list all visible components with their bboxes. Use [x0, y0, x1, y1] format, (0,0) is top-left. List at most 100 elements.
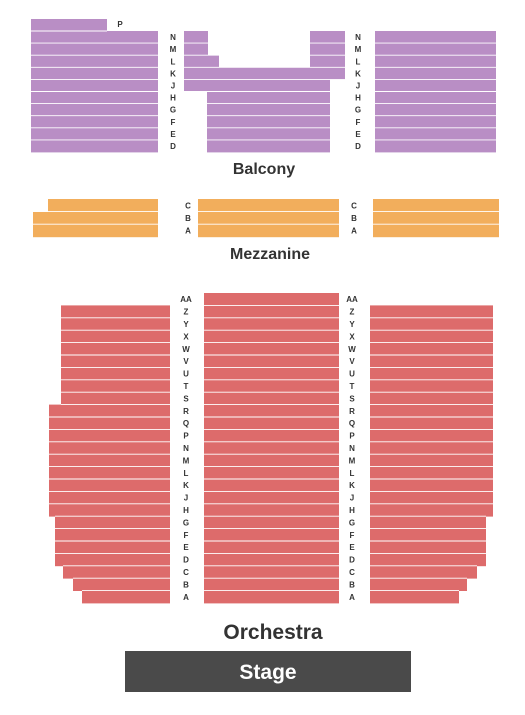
orchestra-center-row[interactable] [204, 355, 339, 368]
orchestra-right-row[interactable] [370, 565, 477, 579]
orchestra-center-row[interactable] [204, 417, 339, 430]
orchestra-left-row[interactable] [55, 541, 170, 554]
mezzanine-section[interactable] [33, 199, 499, 238]
orchestra-left-row[interactable] [61, 392, 170, 405]
orchestra-left-row[interactable] [49, 466, 170, 480]
orchestra-center-row[interactable] [204, 379, 339, 393]
orchestra-right-row[interactable] [370, 441, 493, 455]
balcony-center-row[interactable] [310, 31, 345, 44]
orchestra-right-row[interactable] [370, 392, 493, 405]
orchestra-right-row[interactable] [370, 578, 467, 591]
orchestra-left-row[interactable] [55, 516, 170, 529]
orchestra-right-row[interactable] [370, 417, 493, 430]
orchestra-left-row[interactable] [49, 491, 170, 505]
mezzanine-center-row[interactable] [198, 211, 339, 225]
orchestra-left-row[interactable] [49, 429, 170, 443]
balcony-left-row[interactable] [31, 31, 158, 44]
orchestra-left-row[interactable] [55, 528, 170, 542]
balcony-right-row[interactable] [375, 79, 496, 92]
orchestra-left-row[interactable] [61, 379, 170, 393]
balcony-right-row[interactable] [375, 67, 496, 80]
orchestra-center-row[interactable] [204, 317, 339, 331]
orchestra-center-row[interactable] [204, 404, 339, 418]
mezzanine-right-row[interactable] [373, 211, 499, 225]
orchestra-center-row[interactable] [204, 392, 339, 405]
balcony-right-row[interactable] [375, 55, 496, 68]
balcony-center-row[interactable] [184, 55, 219, 68]
balcony-right-row[interactable] [375, 103, 496, 117]
orchestra-center-row[interactable] [204, 454, 339, 467]
orchestra-center-row[interactable] [204, 441, 339, 455]
balcony-center-row[interactable] [184, 31, 208, 44]
orchestra-center-row[interactable] [204, 367, 339, 381]
balcony-left-row[interactable] [31, 67, 158, 80]
orchestra-left-row[interactable] [49, 454, 170, 467]
orchestra-right-row[interactable] [370, 379, 493, 393]
mezzanine-center-row[interactable] [198, 224, 339, 238]
orchestra-center-row[interactable] [204, 590, 339, 604]
orchestra-left-row[interactable] [73, 578, 170, 591]
balcony-row-extra[interactable] [31, 19, 107, 31]
orchestra-center-row[interactable] [204, 429, 339, 443]
balcony-center-row[interactable] [310, 43, 345, 56]
balcony-center-row[interactable] [184, 79, 330, 92]
balcony-right-row[interactable] [375, 139, 496, 153]
balcony-right-row[interactable] [375, 127, 496, 141]
orchestra-right-row[interactable] [370, 541, 486, 554]
mezzanine-left-row[interactable] [48, 199, 158, 212]
orchestra-right-row[interactable] [370, 342, 493, 356]
balcony-center-row[interactable] [207, 103, 330, 117]
orchestra-right-row[interactable] [370, 590, 459, 604]
orchestra-center-row[interactable] [204, 565, 339, 579]
balcony-center-row[interactable] [207, 91, 330, 105]
balcony-center-row[interactable] [207, 127, 330, 141]
orchestra-center-row[interactable] [204, 516, 339, 529]
balcony-right-row[interactable] [375, 115, 496, 129]
orchestra-right-row[interactable] [370, 404, 493, 418]
balcony-center-row[interactable] [184, 67, 345, 80]
orchestra-right-row[interactable] [370, 491, 493, 505]
balcony-center-row[interactable] [184, 43, 208, 56]
orchestra-left-row[interactable] [61, 355, 170, 368]
balcony-section[interactable] [31, 19, 496, 153]
orchestra-left-row[interactable] [61, 330, 170, 343]
orchestra-center-row[interactable] [204, 491, 339, 505]
orchestra-center-row[interactable] [204, 503, 339, 517]
balcony-left-row[interactable] [31, 139, 158, 153]
mezzanine-right-row[interactable] [373, 199, 499, 212]
balcony-right-row[interactable] [375, 91, 496, 105]
orchestra-left-row[interactable] [82, 590, 170, 604]
orchestra-right-row[interactable] [370, 553, 486, 567]
orchestra-left-row[interactable] [61, 305, 170, 319]
orchestra-right-row[interactable] [370, 305, 493, 319]
balcony-center-row[interactable] [310, 55, 345, 68]
balcony-left-row[interactable] [31, 115, 158, 129]
mezzanine-right-row[interactable] [373, 224, 499, 238]
orchestra-right-row[interactable] [370, 516, 486, 529]
balcony-left-row[interactable] [31, 127, 158, 141]
orchestra-left-row[interactable] [61, 317, 170, 331]
orchestra-center-row[interactable] [204, 553, 339, 567]
balcony-left-row[interactable] [31, 91, 158, 105]
balcony-left-row[interactable] [31, 55, 158, 68]
orchestra-left-row[interactable] [61, 342, 170, 356]
balcony-right-row[interactable] [375, 31, 496, 44]
orchestra-right-row[interactable] [370, 528, 486, 542]
orchestra-left-row[interactable] [61, 367, 170, 381]
orchestra-right-row[interactable] [370, 330, 493, 343]
balcony-left-row[interactable] [31, 79, 158, 92]
mezzanine-center-row[interactable] [198, 199, 339, 212]
orchestra-left-row[interactable] [49, 503, 170, 517]
orchestra-center-row[interactable] [204, 528, 339, 542]
orchestra-right-row[interactable] [370, 317, 493, 331]
orchestra-right-row[interactable] [370, 479, 493, 492]
balcony-right-row[interactable] [375, 43, 496, 56]
balcony-left-row[interactable] [31, 103, 158, 117]
orchestra-right-row[interactable] [370, 503, 493, 517]
orchestra-center-row[interactable] [204, 541, 339, 554]
balcony-left-row[interactable] [31, 43, 158, 56]
orchestra-center-row[interactable] [204, 293, 339, 306]
orchestra-center-row[interactable] [204, 330, 339, 343]
orchestra-center-row[interactable] [204, 479, 339, 492]
balcony-center-row[interactable] [207, 115, 330, 129]
